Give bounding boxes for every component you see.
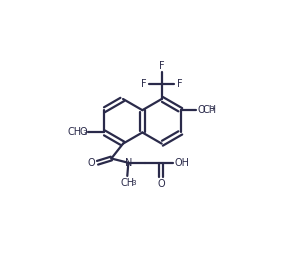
Text: F: F	[159, 60, 164, 71]
Text: 3: 3	[210, 106, 214, 112]
Text: CH: CH	[120, 178, 134, 188]
Text: O: O	[158, 179, 165, 189]
Text: F: F	[177, 79, 182, 89]
Text: CH: CH	[203, 105, 217, 115]
Text: O: O	[197, 105, 205, 115]
Text: O: O	[88, 158, 95, 168]
Text: OH: OH	[174, 158, 189, 168]
Text: CH: CH	[68, 128, 82, 137]
Text: F: F	[141, 79, 147, 89]
Text: N: N	[125, 158, 132, 168]
Text: O: O	[80, 128, 87, 137]
Text: 3: 3	[83, 130, 87, 136]
Text: 3: 3	[131, 180, 136, 186]
